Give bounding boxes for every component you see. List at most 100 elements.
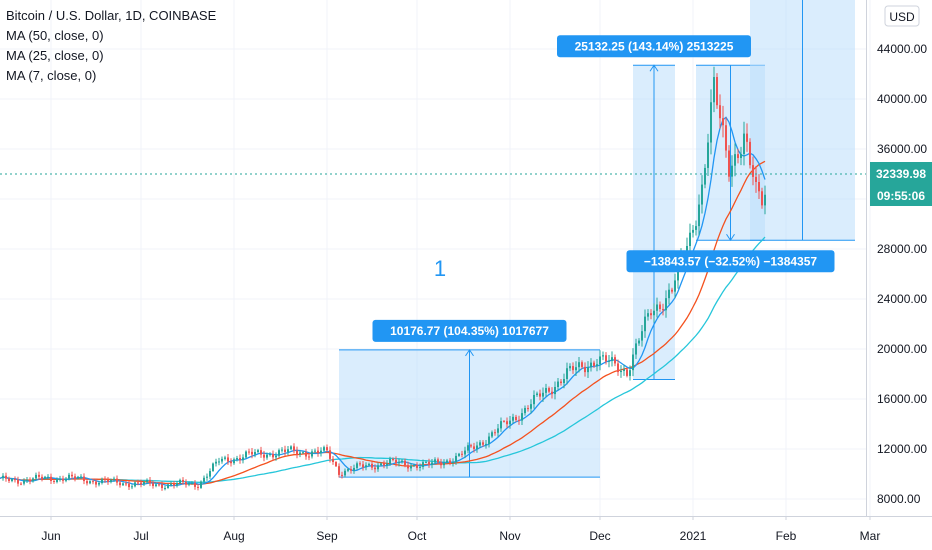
candle-body — [317, 450, 319, 454]
candle-body — [155, 484, 157, 487]
candle-body — [209, 470, 211, 477]
last-price-badge — [870, 162, 932, 186]
candle-body — [479, 442, 481, 446]
candle-body — [407, 465, 409, 469]
candle-body — [368, 463, 370, 466]
candle-body — [635, 343, 637, 355]
candle-body — [746, 133, 748, 142]
annotation-label[interactable]: 1 — [434, 256, 446, 281]
candle-body — [227, 457, 229, 462]
candle-body — [200, 481, 202, 488]
candle-body — [272, 454, 274, 458]
price-axis[interactable]: 8000.00 12000.00 16000.00 20000.00 24000.00 2… — [877, 42, 927, 506]
candle-body — [650, 313, 652, 316]
candle-body — [626, 369, 628, 376]
ma25-legend[interactable]: MA (25, close, 0) — [6, 48, 104, 63]
measure-boxes[interactable] — [339, 0, 855, 478]
price-tick-label: 12000.00 — [877, 442, 927, 456]
candle-body — [83, 476, 85, 482]
currency-label: USD — [889, 10, 915, 24]
candle-body — [449, 460, 451, 463]
candle-body — [671, 289, 673, 292]
candle-body — [509, 420, 511, 425]
candle-body — [158, 484, 160, 486]
candle-body — [59, 478, 61, 480]
candle-body — [476, 445, 478, 449]
candle-body — [482, 442, 484, 445]
price-tick-label: 8000.00 — [877, 492, 921, 506]
candle-body — [719, 105, 721, 119]
candle-body — [668, 289, 670, 299]
candle-body — [2, 475, 4, 479]
measure-label-bg[interactable] — [557, 35, 751, 58]
candle-body — [23, 479, 25, 484]
candle-body — [734, 154, 736, 166]
candle-body — [308, 456, 310, 458]
candle-body — [605, 355, 607, 362]
candle-body — [431, 462, 433, 465]
symbol-title[interactable]: Bitcoin / U.S. Dollar, 1D, COINBASE — [6, 8, 217, 23]
candle-body — [614, 357, 616, 364]
measure-label-bg[interactable] — [372, 319, 567, 342]
candle-body — [458, 453, 460, 456]
candle-body — [557, 381, 559, 387]
candle-body — [179, 479, 181, 484]
ma50-legend[interactable]: MA (50, close, 0) — [6, 28, 104, 43]
candle-body — [284, 449, 286, 452]
candle-body — [287, 449, 289, 452]
candle-body — [506, 421, 508, 425]
candle-body — [269, 454, 271, 456]
candle-body — [488, 436, 490, 444]
candle-body — [68, 474, 70, 479]
candle-body — [473, 446, 475, 449]
candle-body — [584, 366, 586, 373]
candle-body — [293, 446, 295, 451]
candle-body — [305, 452, 307, 457]
candle-body — [455, 455, 457, 462]
candle-body — [464, 450, 466, 455]
price-tick-label: 44000.00 — [877, 42, 927, 56]
candle-body — [62, 478, 64, 481]
candle-body — [113, 478, 115, 480]
candle-body — [542, 392, 544, 397]
candle-body — [371, 463, 373, 468]
candle-body — [440, 462, 442, 466]
candle-body — [263, 454, 265, 458]
candle-body — [581, 362, 583, 367]
candle-body — [32, 478, 34, 482]
candle-body — [107, 479, 109, 483]
time-axis[interactable]: Jun Jul Aug Sep Oct Nov Dec 2021 Feb Mar — [41, 516, 880, 543]
price-tick-label: 40000.00 — [877, 92, 927, 106]
candle-body — [398, 461, 400, 464]
candle-body — [320, 450, 322, 454]
candle-body — [365, 465, 367, 468]
ma25-line — [0, 160, 766, 485]
candle-body — [701, 184, 703, 205]
candle-body — [737, 154, 739, 158]
candle-body — [416, 464, 418, 468]
candle-body — [323, 447, 325, 451]
candle-body — [611, 357, 613, 361]
candle-body — [104, 479, 106, 481]
candle-body — [116, 478, 118, 483]
candle-body — [197, 486, 199, 488]
candle-body — [185, 482, 187, 485]
measure-label: 10176.77 (104.35%) 1017677 — [390, 324, 549, 338]
candle-body — [467, 445, 469, 451]
candle-body — [149, 480, 151, 484]
candle-body — [425, 461, 427, 463]
measure-labels[interactable]: 10176.77 (104.35%) 1017677 25132.25 (143.… — [372, 0, 865, 342]
ma7-legend[interactable]: MA (7, close, 0) — [6, 68, 97, 83]
price-tick-label: 20000.00 — [877, 342, 927, 356]
measure-label-bg[interactable] — [626, 250, 835, 273]
currency-badge[interactable] — [884, 5, 920, 27]
candle-body — [242, 457, 244, 461]
candle-body — [95, 481, 97, 485]
candle-body — [503, 421, 505, 423]
candle-body — [575, 367, 577, 371]
candle-body — [761, 191, 763, 206]
candle-body — [332, 458, 334, 463]
candle-body — [593, 362, 595, 367]
candle-body — [167, 484, 169, 489]
